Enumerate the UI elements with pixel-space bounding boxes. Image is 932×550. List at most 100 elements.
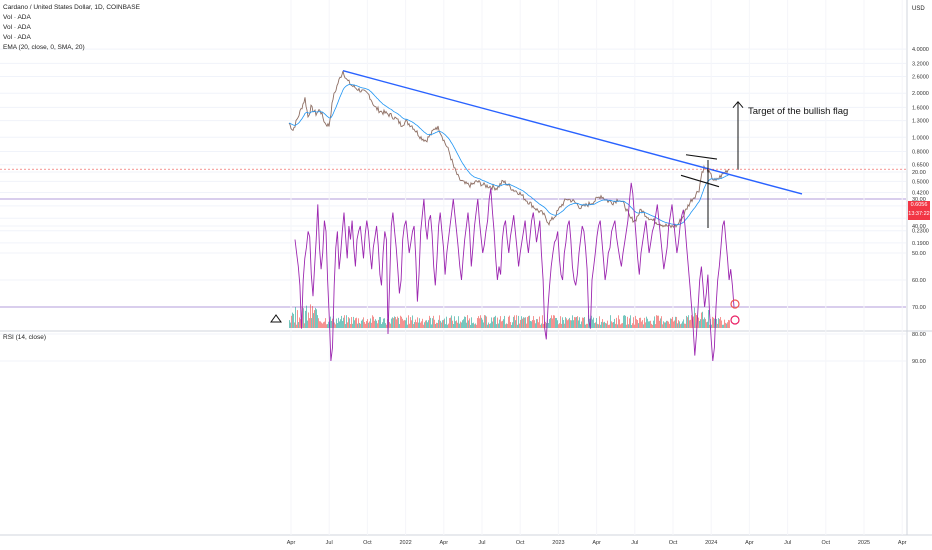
volume-bar <box>493 317 494 328</box>
volume-bar <box>313 313 314 328</box>
volume-bar <box>550 317 551 328</box>
currency-label[interactable]: USD <box>912 6 925 12</box>
volume-bar <box>637 320 638 328</box>
rsi-legend[interactable]: RSI (14, close) <box>3 334 46 341</box>
volume-bar <box>557 320 558 328</box>
volume-bar <box>442 320 443 328</box>
volume-bar <box>577 316 578 328</box>
volume-bar <box>696 315 697 328</box>
volume-bar <box>427 322 428 328</box>
volume-bar <box>377 323 378 328</box>
volume-bar <box>351 317 352 328</box>
volume-bar <box>653 320 654 328</box>
volume-bar <box>704 317 705 328</box>
volume-bar <box>386 324 387 328</box>
volume-bar <box>364 322 365 328</box>
volume-bar <box>576 317 577 328</box>
volume-bar <box>609 324 610 328</box>
volume-legend-2[interactable]: Vol · ADA <box>3 24 31 31</box>
volume-bar <box>346 315 347 328</box>
volume-bar <box>438 319 439 328</box>
volume-bar <box>626 324 627 328</box>
volume-bar <box>690 319 691 328</box>
volume-bar <box>439 315 440 328</box>
volume-bar <box>432 318 433 328</box>
volume-bar <box>570 320 571 328</box>
volume-bar <box>361 320 362 328</box>
last-price-tag: 0.6056 13:37:22 <box>908 201 930 220</box>
volume-bar <box>572 315 573 328</box>
volume-bar <box>446 316 447 328</box>
volume-bar <box>528 315 529 328</box>
volume-bar <box>482 319 483 328</box>
volume-bar <box>355 318 356 328</box>
volume-bar <box>635 315 636 328</box>
volume-bar <box>399 324 400 328</box>
volume-bar <box>661 316 662 328</box>
volume-bar <box>663 321 664 328</box>
volume-bar <box>496 324 497 328</box>
volume-bar <box>640 317 641 328</box>
volume-bar <box>389 322 390 328</box>
volume-bar <box>720 317 721 328</box>
price-tick-label: 0.4200 <box>912 190 929 196</box>
volume-legend-1[interactable]: Vol · ADA <box>3 14 31 21</box>
symbol-title[interactable]: Cardano / United States Dollar, 1D, COIN… <box>3 4 140 11</box>
flag-upper-line[interactable] <box>685 154 718 160</box>
volume-bar <box>567 320 568 328</box>
volume-bar <box>470 324 471 328</box>
volume-bar <box>290 322 291 328</box>
volume-bar <box>674 320 675 328</box>
target-annotation[interactable]: Target of the bullish flag <box>748 106 849 117</box>
volume-bar <box>685 323 686 328</box>
volume-bar <box>488 322 489 328</box>
volume-bar <box>455 321 456 328</box>
volume-bar <box>599 316 600 328</box>
volume-bar <box>633 317 634 328</box>
time-tick-label: Oct <box>516 540 525 546</box>
volume-bar <box>412 315 413 328</box>
trendline[interactable] <box>342 70 803 195</box>
volume-bar <box>308 312 309 328</box>
volume-bar <box>536 319 537 328</box>
volume-bar <box>434 319 435 328</box>
volume-bar <box>510 322 511 328</box>
volume-bar <box>701 312 702 328</box>
volume-bar <box>506 323 507 328</box>
volume-bar <box>435 323 436 328</box>
volume-bar <box>702 311 703 328</box>
volume-bar <box>706 322 707 328</box>
volume-bar <box>650 320 651 328</box>
volume-legend-3[interactable]: Vol · ADA <box>3 34 31 41</box>
volume-bar <box>495 315 496 328</box>
volume-bar <box>571 320 572 328</box>
price-tick-label: 1.6000 <box>912 105 929 111</box>
volume-bar <box>476 324 477 328</box>
volume-bar <box>602 319 603 328</box>
volume-bar <box>501 321 502 328</box>
volume-bar <box>520 319 521 328</box>
volume-bar <box>523 317 524 328</box>
volume-bars <box>289 304 730 328</box>
volume-bar <box>727 322 728 328</box>
volume-bar <box>616 317 617 328</box>
volume-bar <box>297 310 298 328</box>
volume-bar <box>398 317 399 328</box>
flag-lower-line[interactable] <box>680 174 720 188</box>
volume-bar <box>330 316 331 328</box>
volume-bar <box>422 318 423 328</box>
volume-bar <box>325 318 326 328</box>
ema-legend[interactable]: EMA (20, close, 0, SMA, 20) <box>3 44 85 51</box>
volume-bar <box>460 321 461 328</box>
price-tick-label: 4.0000 <box>912 47 929 53</box>
rsi-tick-label: 80.00 <box>912 332 926 338</box>
volume-bar <box>529 315 530 328</box>
price-tick-label: 0.5000 <box>912 179 929 185</box>
volume-bar <box>642 320 643 328</box>
volume-bar <box>525 317 526 328</box>
volume-bar <box>312 306 313 328</box>
volume-bar <box>503 319 504 328</box>
volume-bar <box>416 322 417 328</box>
volume-bar <box>417 317 418 328</box>
volume-bar <box>695 312 696 328</box>
